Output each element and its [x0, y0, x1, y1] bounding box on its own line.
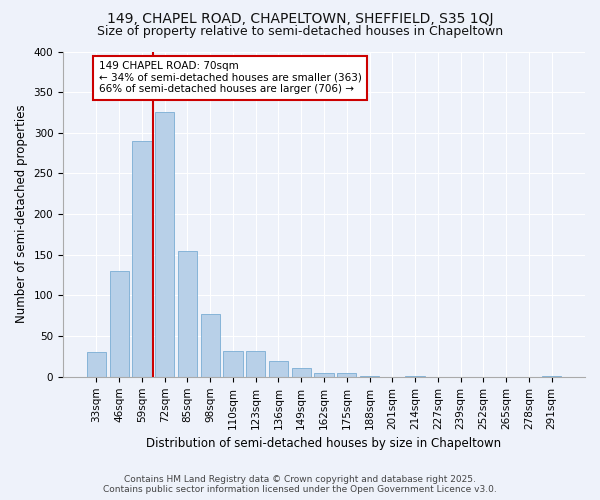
Bar — [246, 351, 265, 377]
Text: Contains HM Land Registry data © Crown copyright and database right 2025.
Contai: Contains HM Land Registry data © Crown c… — [103, 474, 497, 494]
Text: 149, CHAPEL ROAD, CHAPELTOWN, SHEFFIELD, S35 1QJ: 149, CHAPEL ROAD, CHAPELTOWN, SHEFFIELD,… — [107, 12, 493, 26]
Bar — [269, 362, 288, 377]
Bar — [110, 271, 129, 377]
Bar — [155, 112, 175, 377]
Bar — [132, 141, 152, 377]
Bar — [292, 368, 311, 377]
Bar — [200, 314, 220, 377]
Bar — [87, 352, 106, 377]
Y-axis label: Number of semi-detached properties: Number of semi-detached properties — [15, 105, 28, 324]
Bar — [360, 376, 379, 377]
Bar — [314, 373, 334, 377]
Text: Size of property relative to semi-detached houses in Chapeltown: Size of property relative to semi-detach… — [97, 25, 503, 38]
Bar — [406, 376, 425, 377]
X-axis label: Distribution of semi-detached houses by size in Chapeltown: Distribution of semi-detached houses by … — [146, 437, 502, 450]
Bar — [178, 251, 197, 377]
Text: 149 CHAPEL ROAD: 70sqm
← 34% of semi-detached houses are smaller (363)
66% of se: 149 CHAPEL ROAD: 70sqm ← 34% of semi-det… — [99, 62, 362, 94]
Bar — [337, 373, 356, 377]
Bar — [223, 351, 242, 377]
Bar — [542, 376, 561, 377]
